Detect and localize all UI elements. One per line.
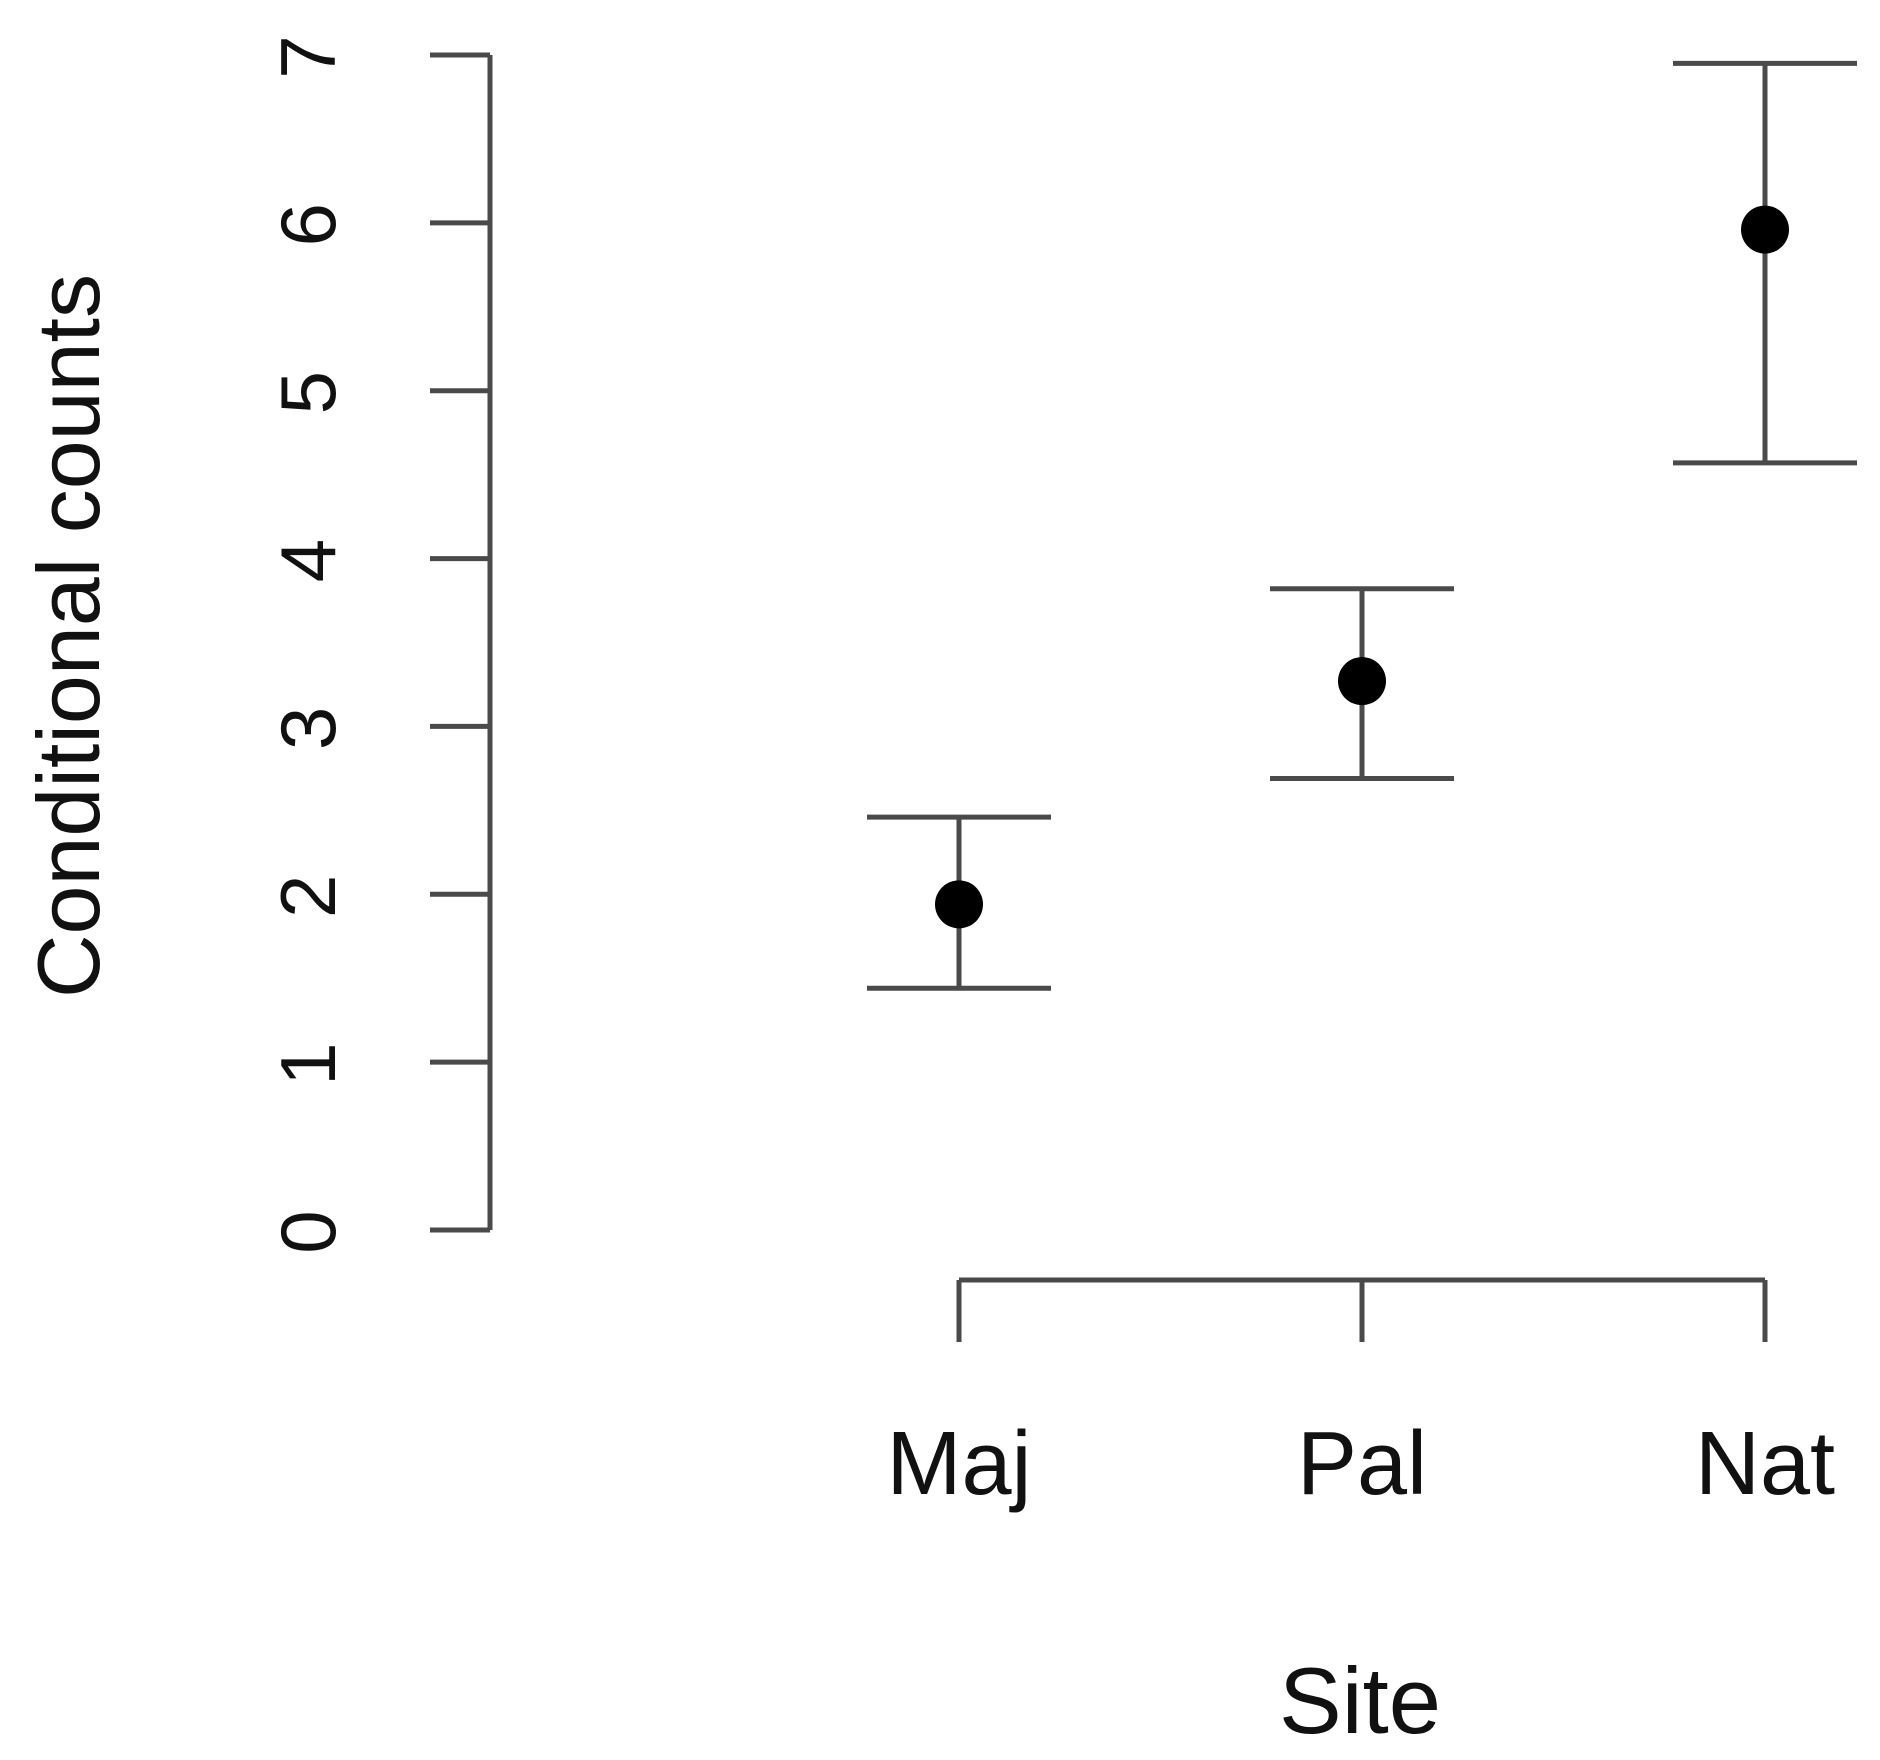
y-tick-label: 0 <box>264 1210 352 1253</box>
data-point <box>1338 657 1386 706</box>
y-tick-label: 4 <box>264 539 352 582</box>
y-axis-title: Conditional counts <box>19 274 118 998</box>
y-tick-label: 7 <box>264 35 352 78</box>
y-axis: 0 1 2 3 4 5 6 7 <box>264 35 493 1254</box>
y-tick-label: 2 <box>264 875 352 918</box>
data-series <box>867 60 1857 991</box>
x-axis-title: Site <box>1279 1648 1441 1753</box>
x-axis: Maj Pal Nat <box>886 1277 1835 1514</box>
data-point <box>1741 205 1789 254</box>
x-tick-label: Nat <box>1695 1414 1835 1514</box>
x-tick-label: Maj <box>886 1414 1031 1514</box>
y-tick-label: 5 <box>264 371 352 414</box>
x-tick-label: Pal <box>1297 1414 1427 1514</box>
y-tick-label: 1 <box>264 1042 352 1085</box>
data-point <box>935 880 983 929</box>
y-tick-label: 6 <box>264 203 352 246</box>
y-tick-label: 3 <box>264 707 352 750</box>
